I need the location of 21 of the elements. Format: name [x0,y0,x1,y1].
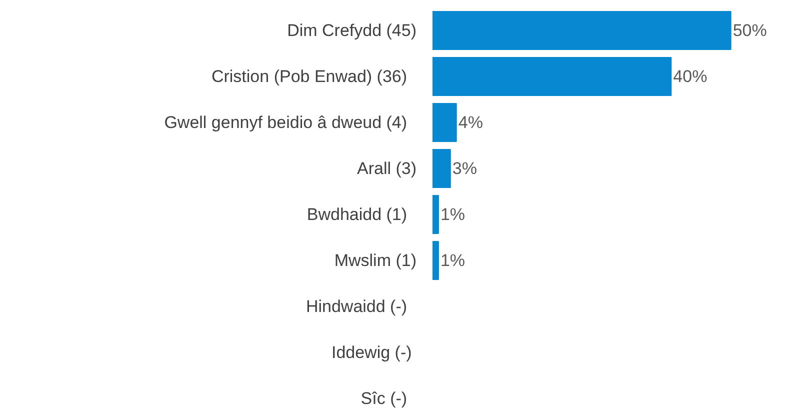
bar [432,195,439,234]
data-label: 50% [732,21,767,40]
y-tick-label: Sîc (-) [360,389,408,408]
bar [432,11,732,50]
y-tick-label: Iddewig (-) [331,343,412,362]
data-label: 1% [440,205,466,224]
data-label: 4% [458,113,483,132]
y-tick-label: Hindwaidd (-) [306,297,408,316]
data-label: 3% [452,159,477,178]
data-label: 40% [673,67,708,86]
bar [432,149,451,188]
y-tick-label: Arall (3) [356,159,417,178]
y-tick-label: Cristion (Pob Enwad) (36) [211,67,408,86]
bar [432,57,672,96]
bar [432,103,457,142]
data-label: 1% [440,251,466,270]
y-tick-label: Gwell gennyf beidio â dweud (4) [164,113,408,132]
y-tick-label: Dim Crefydd (45) [287,21,417,40]
y-tick-label: Bwdhaidd (1) [306,205,408,224]
y-tick-label: Mwslim (1) [334,251,417,270]
bar [432,241,439,280]
